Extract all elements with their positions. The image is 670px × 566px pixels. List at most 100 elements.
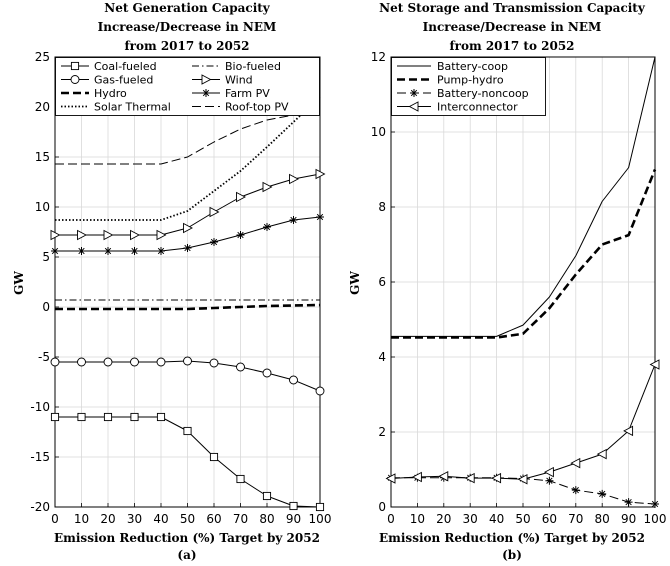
left-x-tick-label: 60 — [206, 512, 221, 526]
right-x-tick-label: 10 — [410, 512, 425, 526]
left-series-gas-fueled-point — [103, 357, 113, 367]
right-y-tick-label: 2 — [378, 425, 386, 439]
right-series-battery-noncoop-point — [598, 489, 607, 498]
left-series-wind-point — [103, 229, 114, 241]
right-x-tick-label: 30 — [463, 512, 478, 526]
left-series-roof-top-pv-line — [55, 114, 320, 165]
left-series-farm-pv-point — [51, 247, 59, 255]
left-series-wind-point — [209, 206, 220, 218]
left-series-wind-point — [130, 229, 140, 241]
left-series-gas-fueled-point — [209, 358, 219, 368]
right-series-battery-noncoop-point — [571, 486, 580, 495]
left-series-farm-pv-point — [104, 247, 112, 255]
right-legend-interconnector-label: Interconnector — [437, 101, 518, 114]
left-series-farm-pv-point — [289, 216, 298, 224]
left-x-tick-label: 100 — [309, 512, 332, 526]
left-series-gas-fueled-point — [183, 356, 192, 366]
right-series-battery-noncoop-point — [545, 476, 554, 485]
left-legend-bio-fueled-label: Bio-fueled — [225, 60, 281, 73]
left-legend-hydro-label: Hydro — [94, 87, 127, 100]
left-legend-roof-top-pv-label: Roof-top PV — [225, 101, 289, 114]
left-y-tick-label: 10 — [35, 200, 50, 214]
right-series-interconnector-point — [517, 474, 528, 485]
left-series-gas-fueled-point — [236, 362, 245, 372]
left-series-wind-point — [156, 229, 167, 241]
left-legend-farm-pv-label: Farm PV — [225, 87, 270, 100]
left-y-axis-label: GW — [12, 271, 26, 295]
left-legend-farm-pv-marker — [202, 89, 210, 97]
left-x-tick-label: 90 — [286, 512, 301, 526]
right-x-tick-label: 50 — [515, 512, 530, 526]
right-title-line-1: Net Storage and Transmission Capacity — [379, 1, 646, 15]
left-series-wind-point — [315, 168, 326, 180]
left-series-wind-point — [50, 229, 61, 241]
left-y-tick-label: 25 — [35, 50, 50, 64]
left-series-solar-thermal-line — [55, 96, 321, 221]
left-legend: Coal-fueled Bio-fueled Gas-fueled Wind Hydro… — [55, 57, 320, 116]
left-title-line-2: Increase/Decrease in NEM — [98, 20, 277, 34]
left-legend-gas-fueled-label: Gas-fueled — [94, 74, 153, 87]
right-series-interconnector-point — [464, 472, 475, 484]
left-y-tick-label: 0 — [42, 300, 50, 314]
right-plot-area: 0 10 20 30 40 50 60 70 80 90 100 0 2 4 6 8 10 12 Battery-c… — [371, 50, 667, 526]
left-title-line-1: Net Generation Capacity — [104, 1, 271, 15]
left-title-line-3: from 2017 to 2052 — [124, 39, 249, 53]
left-y-tick-label: -5 — [38, 350, 50, 364]
right-series-interconnector-point — [623, 425, 634, 437]
left-series-gas-fueled-point — [50, 357, 60, 367]
right-series-battery-noncoop-point — [651, 500, 659, 508]
right-x-axis-label: Emission Reduction (%) Target by 2052 — [379, 531, 645, 545]
right-legend-pump-hydro-label: Pump-hydro — [437, 74, 504, 87]
right-series-battery-noncoop-point — [624, 498, 633, 507]
left-x-tick-label: 30 — [127, 512, 142, 526]
right-series-interconnector-point — [438, 471, 449, 482]
left-legend-box — [55, 57, 320, 116]
left-series-farm-pv-point — [157, 247, 165, 255]
left-x-tick-label: 10 — [74, 512, 89, 526]
left-series-wind-point — [289, 173, 299, 185]
right-x-tick-label: 20 — [436, 512, 451, 526]
right-series-interconnector-point — [649, 359, 660, 370]
right-series-interconnector-point — [385, 473, 396, 484]
right-subplot-label: (b) — [502, 548, 522, 562]
right-y-tick-label: 0 — [378, 500, 386, 514]
right-x-tick-label: 0 — [387, 512, 395, 526]
right-legend: Battery-coopPump-hydroBattery-noncoopInt… — [391, 57, 546, 116]
right-legend-battery-coop-label: Battery-coop — [437, 60, 508, 73]
left-series-coal-fueled-point — [103, 412, 113, 422]
left-series-gas-fueled-point — [262, 368, 272, 378]
right-series-interconnector-point — [543, 466, 554, 478]
left-series-farm-pv-point — [130, 247, 139, 255]
left-series-gas-fueled-point — [315, 386, 325, 396]
right-y-tick-label: 4 — [378, 350, 386, 364]
left-legend-gas-fueled-marker — [70, 75, 80, 84]
left-series-gas-fueled-point — [77, 357, 86, 367]
left-series-wind-point — [77, 229, 87, 241]
right-y-tick-label: 10 — [371, 125, 386, 139]
left-x-tick-label: 80 — [259, 512, 274, 526]
left-series-gas-fueled-point — [156, 357, 166, 367]
right-series-interconnector-point — [596, 448, 607, 460]
right-x-tick-label: 80 — [595, 512, 610, 526]
right-y-axis-label: GW — [348, 271, 362, 295]
left-x-axis-label: Emission Reduction (%) Target by 2052 — [54, 531, 320, 545]
left-y-tick-label: 20 — [35, 100, 50, 114]
left-series-wind-point — [236, 191, 246, 203]
left-plot-area: 0 10 20 30 40 50 60 70 80 90 100 -20 -15 -10 -5 0 5 10 15 2… — [30, 50, 331, 526]
left-legend-wind-marker — [201, 74, 212, 85]
right-series-pump-hydro-line — [391, 169, 657, 339]
right-title-line-2: Increase/Decrease in NEM — [423, 20, 602, 34]
left-legend-wind-label: Wind — [225, 74, 253, 87]
left-series-wind-point — [262, 181, 273, 193]
left-series-farm-pv-point — [236, 231, 245, 239]
left-series-coal-fueled-point — [50, 412, 60, 422]
left-legend-coal-fueled-label: Coal-fueled — [94, 60, 157, 73]
left-series-coal-fueled-point — [262, 491, 272, 501]
left-y-tick-label: -10 — [30, 400, 50, 414]
left-series-gas-fueled-point — [289, 375, 298, 385]
right-legend-battery-noncoop-label: Battery-noncoop — [437, 87, 529, 100]
left-series-coal-fueled-point — [289, 501, 298, 511]
right-y-tick-label: 8 — [378, 200, 386, 214]
left-series-farm-pv-point — [183, 244, 192, 252]
